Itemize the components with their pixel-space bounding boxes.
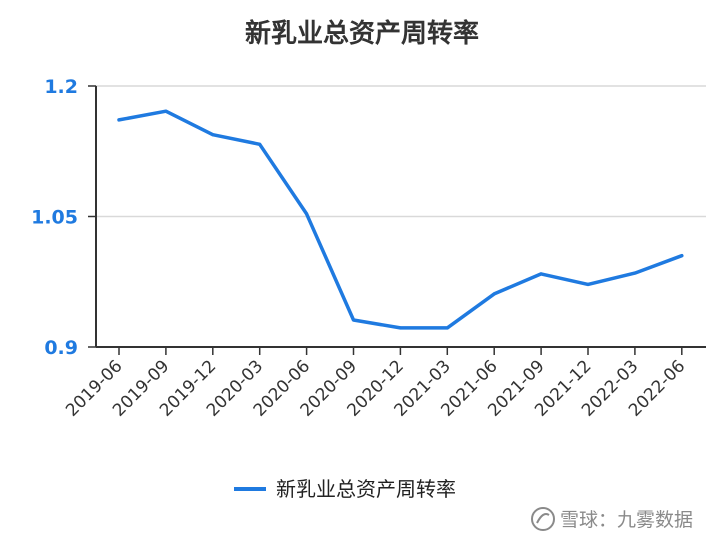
data-point [164,109,168,113]
y-tick-label: 1.05 [31,207,78,229]
data-point [305,212,309,216]
data-point [633,271,637,275]
legend[interactable]: 新乳业总资产周转率 [234,477,456,501]
series-lines [117,109,684,330]
data-point [117,118,121,122]
series-line [117,109,684,330]
data-point [398,326,402,330]
chart-title: 新乳业总资产周转率 [245,18,479,49]
data-point [680,254,684,258]
axes [88,85,706,355]
data-point [492,292,496,296]
data-point [352,318,355,322]
data-point [445,326,449,330]
watermark-text: 雪球：九雾数据 [560,509,693,531]
snowball-logo-icon [531,507,555,531]
x-tick-labels: 2019-062019-092019-122020-032020-062020-… [62,356,689,420]
legend-label: 新乳业总资产周转率 [276,477,456,501]
y-tick-label: 0.9 [44,337,78,359]
watermark: 雪球：九雾数据 [531,507,693,531]
grid-lines [96,85,706,218]
data-point [586,282,590,286]
data-point [211,133,215,137]
y-tick-labels: 1.2 1.05 0.9 [31,76,78,359]
data-point [258,142,262,146]
data-point [539,272,543,276]
y-tick-label: 1.2 [44,76,78,98]
